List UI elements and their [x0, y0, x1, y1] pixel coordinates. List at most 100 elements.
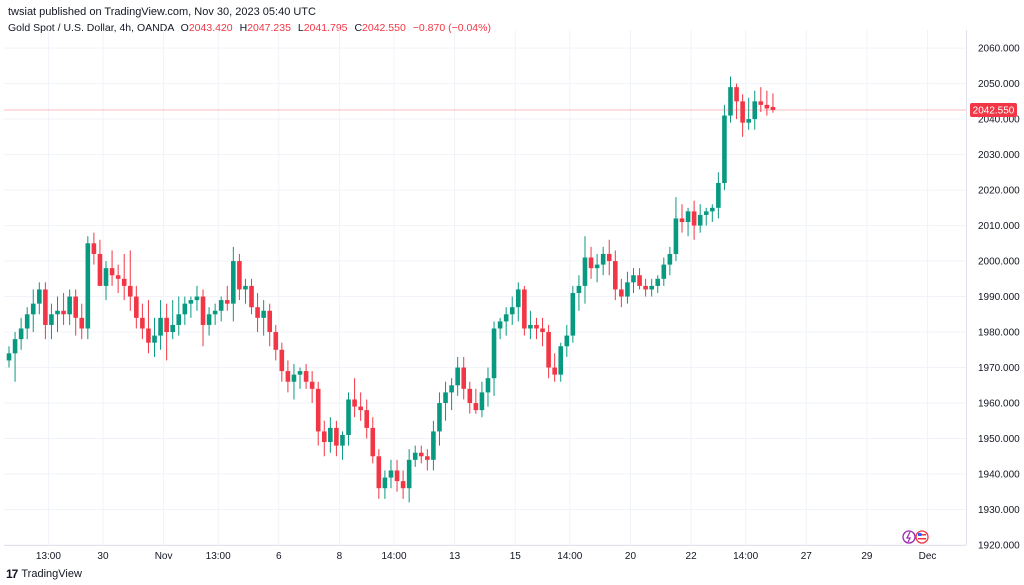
- candle-body: [255, 307, 260, 318]
- candle-body: [127, 285, 133, 297]
- candle-body: [394, 470, 400, 482]
- candle-body: [12, 339, 18, 354]
- candle: [127, 250, 133, 311]
- candle-body: [164, 317, 169, 333]
- time-tick-label: 13:00: [206, 551, 231, 562]
- candle: [328, 417, 333, 453]
- candle: [364, 399, 370, 439]
- candle-body: [24, 314, 30, 329]
- candle-body: [182, 303, 188, 315]
- candle: [594, 253, 600, 283]
- candle-body: [406, 459, 412, 489]
- candle: [497, 317, 503, 340]
- flag-stripe-bottom: [918, 538, 926, 540]
- candle-body: [134, 296, 139, 318]
- candle-body: [606, 253, 612, 262]
- candle-body: [637, 275, 642, 286]
- tradingview-logo-icon: 17: [6, 567, 18, 581]
- candle: [315, 381, 321, 446]
- candle-body: [200, 296, 206, 325]
- candle: [461, 356, 467, 400]
- candle-body: [679, 218, 685, 223]
- us-flag-icon[interactable]: [915, 530, 929, 544]
- candle-body: [67, 296, 72, 315]
- candle: [412, 445, 418, 467]
- time-tick-label: 14:00: [381, 551, 406, 562]
- candle-body: [49, 314, 54, 325]
- candle: [546, 324, 551, 379]
- ohlc-legend: Gold Spot / U.S. Dollar, 4h, OANDA O2043…: [8, 22, 491, 34]
- candle: [606, 239, 612, 276]
- candle: [540, 317, 545, 347]
- candle: [243, 278, 248, 304]
- candle: [425, 449, 430, 471]
- candle-body: [425, 456, 430, 460]
- candle: [237, 253, 242, 301]
- candle: [625, 271, 630, 304]
- close-label: C: [354, 22, 363, 34]
- candle-body: [358, 406, 363, 411]
- candle: [582, 236, 588, 304]
- price-tick-label: 2040.000: [978, 115, 1020, 126]
- candle: [443, 381, 448, 421]
- event-icons[interactable]: [902, 530, 929, 544]
- candle-body: [449, 385, 454, 393]
- candle: [558, 342, 564, 382]
- candle-body: [237, 261, 242, 290]
- lightning-icon[interactable]: [902, 530, 916, 544]
- candle-body: [388, 470, 394, 478]
- candle-body: [328, 427, 333, 443]
- candle: [685, 207, 691, 237]
- candle: [37, 282, 42, 315]
- candle-body: [73, 296, 78, 318]
- time-axis[interactable]: 13:00 30 Nov 13:00 6 8 14:00 13 15 14:00 20 22 14:00…: [36, 551, 937, 562]
- last-price-badge: [970, 103, 1017, 118]
- close-value: 2042.550: [362, 22, 406, 34]
- candle: [6, 346, 12, 368]
- candle: [515, 282, 521, 322]
- candle-body: [303, 371, 309, 382]
- candle: [212, 303, 218, 325]
- candle-body: [740, 101, 745, 123]
- candle: [394, 459, 400, 492]
- candle: [115, 264, 121, 293]
- candle-body: [479, 392, 485, 411]
- candle: [24, 307, 30, 340]
- candle: [140, 303, 145, 340]
- candle-body: [170, 324, 176, 333]
- candle: [231, 246, 236, 322]
- candle-body: [43, 289, 48, 325]
- candle-body: [30, 303, 36, 315]
- candle-body: [97, 253, 103, 286]
- candle: [740, 94, 745, 137]
- last-price-marker: 2042.550: [4, 103, 1017, 118]
- candle: [691, 200, 697, 240]
- symbol-description: Gold Spot / U.S. Dollar, 4h, OANDA: [8, 22, 174, 34]
- candle-body: [121, 278, 127, 286]
- tradingview-footer[interactable]: 17 TradingView: [6, 567, 82, 581]
- price-tick-label: 2010.000: [978, 221, 1020, 232]
- candle-body: [146, 328, 151, 343]
- time-tick-label: Nov: [155, 551, 173, 562]
- candle: [249, 278, 254, 315]
- candle-body: [206, 314, 212, 325]
- candle: [643, 278, 648, 297]
- candle: [710, 204, 715, 223]
- time-tick-label: 30: [97, 551, 109, 562]
- candle-body: [461, 367, 467, 389]
- low-label: L: [297, 22, 304, 34]
- candle: [12, 332, 18, 382]
- low-value: 2041.795: [303, 22, 348, 34]
- candle-body: [285, 371, 291, 382]
- candle-body: [625, 282, 630, 297]
- candle: [182, 296, 188, 325]
- candle-body: [752, 101, 758, 120]
- candle-body: [546, 332, 551, 368]
- candle: [467, 381, 473, 414]
- candle: [752, 90, 758, 130]
- price-axis[interactable]: 2060.000 2050.000 2040.000 2030.000 2020.000…: [978, 44, 1020, 552]
- candle: [758, 87, 764, 112]
- candle: [619, 278, 624, 308]
- candle: [376, 449, 382, 499]
